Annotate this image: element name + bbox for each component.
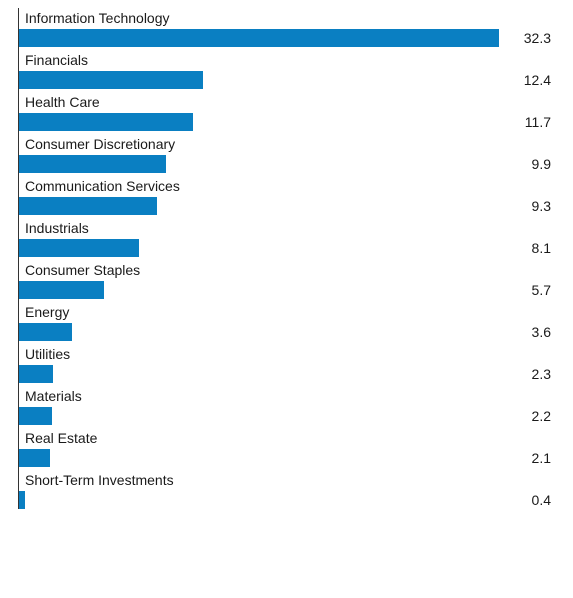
- sector-value: 2.2: [522, 408, 555, 424]
- sector-value: 12.4: [514, 72, 555, 88]
- sector-value: 3.6: [522, 324, 555, 340]
- sector-bar: [19, 365, 53, 383]
- sector-bar: [19, 239, 139, 257]
- sector-value: 11.7: [515, 114, 555, 130]
- sector-label: Industrials: [19, 218, 555, 239]
- chart-row: Energy3.6: [19, 302, 555, 341]
- sector-label: Energy: [19, 302, 555, 323]
- sector-value: 9.3: [522, 198, 555, 214]
- chart-row: Real Estate2.1: [19, 428, 555, 467]
- sector-label: Information Technology: [19, 8, 555, 29]
- sector-value: 2.1: [522, 450, 555, 466]
- sector-label: Short-Term Investments: [19, 470, 555, 491]
- sector-label: Communication Services: [19, 176, 555, 197]
- sector-bar: [19, 71, 203, 89]
- sector-bar: [19, 29, 499, 47]
- sector-value: 5.7: [522, 282, 555, 298]
- sector-bar: [19, 449, 50, 467]
- chart-row: Information Technology32.3: [19, 8, 555, 47]
- chart-row: Health Care11.7: [19, 92, 555, 131]
- sector-label: Materials: [19, 386, 555, 407]
- chart-row: Consumer Staples5.7: [19, 260, 555, 299]
- sector-value: 0.4: [522, 492, 555, 508]
- sector-bar: [19, 113, 193, 131]
- sector-value: 32.3: [514, 30, 555, 46]
- sector-value: 2.3: [522, 366, 555, 382]
- sector-bar: [19, 491, 25, 509]
- chart-row: Industrials8.1: [19, 218, 555, 257]
- sector-label: Consumer Staples: [19, 260, 555, 281]
- sector-bar-chart: Information Technology32.3Financials12.4…: [18, 8, 555, 509]
- sector-label: Health Care: [19, 92, 555, 113]
- chart-row: Financials12.4: [19, 50, 555, 89]
- sector-value: 8.1: [522, 240, 555, 256]
- chart-row: Consumer Discretionary9.9: [19, 134, 555, 173]
- sector-bar: [19, 155, 166, 173]
- sector-bar: [19, 197, 157, 215]
- chart-row: Short-Term Investments0.4: [19, 470, 555, 509]
- sector-bar: [19, 323, 72, 341]
- sector-label: Utilities: [19, 344, 555, 365]
- sector-label: Real Estate: [19, 428, 555, 449]
- sector-bar: [19, 281, 104, 299]
- sector-label: Consumer Discretionary: [19, 134, 555, 155]
- sector-label: Financials: [19, 50, 555, 71]
- sector-bar: [19, 407, 52, 425]
- chart-row: Utilities2.3: [19, 344, 555, 383]
- chart-row: Materials2.2: [19, 386, 555, 425]
- sector-value: 9.9: [522, 156, 555, 172]
- chart-row: Communication Services9.3: [19, 176, 555, 215]
